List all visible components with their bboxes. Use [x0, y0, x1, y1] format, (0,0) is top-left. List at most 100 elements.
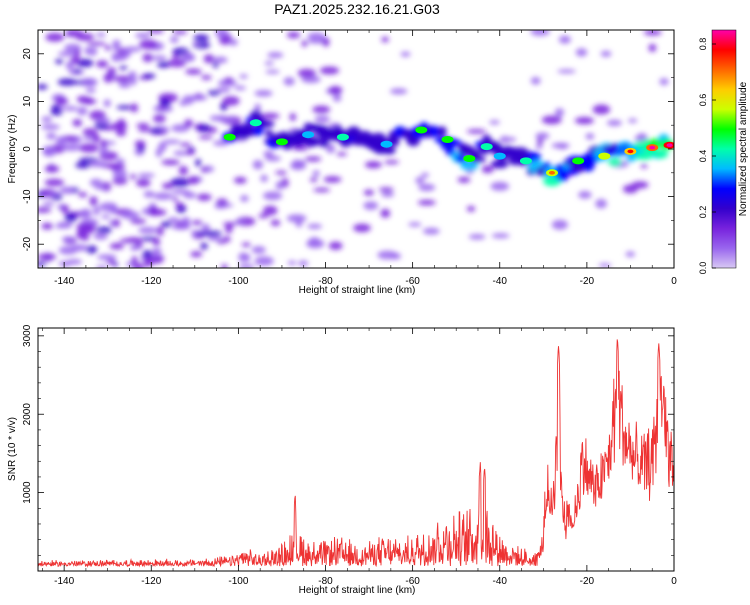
- heatmap-cell: [41, 222, 53, 230]
- spectrogram-axes: -140 -120 -100 -80 -60 -40 -20 0 20 10 0 -10 -20: [22, 29, 677, 287]
- heatmap-cell: [93, 206, 100, 216]
- heatmap-cell: [113, 55, 127, 61]
- heatmap-cell: [212, 62, 219, 68]
- heatmap-cell: [171, 124, 190, 133]
- snr-x-tick-label: -60: [405, 576, 420, 587]
- snr-frame: [37, 327, 675, 572]
- ridge-halo: [445, 144, 456, 156]
- heatmap-cell: [196, 231, 212, 236]
- heatmap-cell: [89, 196, 98, 207]
- heatmap-cell: [254, 103, 261, 113]
- heatmap-cell: [631, 181, 649, 189]
- heatmap-cell: [222, 236, 231, 243]
- ridge-halo: [491, 159, 509, 169]
- heatmap-cell: [153, 192, 173, 200]
- heatmap-cell: [353, 223, 371, 233]
- heatmap-cell: [225, 224, 233, 234]
- snr-y-tick-label: 1000: [22, 481, 33, 504]
- heatmap-cell: [152, 238, 161, 246]
- ridge-halo: [543, 176, 561, 187]
- heatmap-cell: [400, 51, 411, 57]
- spectrogram-y-tick-label: 0: [22, 146, 33, 152]
- heatmap-cell: [143, 190, 155, 198]
- heatmap-cell: [260, 174, 268, 182]
- heatmap-cell: [172, 54, 180, 59]
- heatmap-cell: [178, 165, 189, 176]
- heatmap-cell: [78, 227, 95, 235]
- heatmap-cell: [222, 222, 238, 226]
- heatmap-cell: [185, 54, 196, 62]
- heatmap-cell: [298, 159, 306, 168]
- heatmap-cell: [224, 77, 234, 83]
- heatmap-cell: [95, 226, 112, 233]
- ridge-core: [463, 155, 476, 162]
- heatmap-cell: [292, 159, 301, 169]
- heatmap-cell: [181, 216, 191, 226]
- heatmap-cell: [121, 211, 140, 220]
- heatmap-cell: [43, 148, 56, 157]
- heatmap-cell: [252, 159, 264, 170]
- spectrogram-x-tick-label: -140: [54, 276, 74, 287]
- colorbar-ticks: 0.0 0.2 0.4 0.6 0.8: [698, 38, 716, 274]
- figure-title: PAZ1.2025.232.16.21.G03: [274, 1, 440, 17]
- heatmap-cell: [489, 120, 500, 125]
- heatmap-cell: [86, 245, 98, 254]
- heatmap-cell: [55, 58, 64, 64]
- heatmap-cell: [200, 242, 208, 250]
- heatmap-cell: [309, 177, 318, 182]
- ridge-peak: [649, 145, 656, 150]
- heatmap-cell: [306, 239, 325, 249]
- heatmap-cell: [46, 132, 57, 140]
- heatmap-cell: [111, 121, 128, 131]
- heatmap-cell: [61, 236, 75, 243]
- heatmap-cell: [38, 84, 48, 90]
- heatmap-cell: [234, 85, 247, 91]
- heatmap-cell: [130, 245, 138, 251]
- heatmap-cell: [136, 178, 151, 187]
- colorbar-tick-label: 0.4: [698, 150, 708, 163]
- heatmap-cell: [595, 198, 607, 209]
- heatmap-cell: [93, 232, 108, 240]
- heatmap-cell: [574, 116, 595, 125]
- heatmap-cell: [97, 254, 117, 261]
- heatmap-cell: [236, 216, 256, 226]
- spectrogram-x-tick-label: -120: [141, 276, 161, 287]
- heatmap-cell: [637, 133, 647, 140]
- heatmap-cell: [535, 144, 543, 150]
- heatmap-cell: [82, 128, 98, 137]
- heatmap-cell: [134, 140, 146, 149]
- heatmap-cell: [87, 160, 107, 168]
- heatmap-cell: [137, 173, 155, 178]
- heatmap-cell: [87, 46, 98, 56]
- ridge-core: [302, 131, 315, 139]
- heatmap-cell: [74, 49, 81, 58]
- colorbar-label: Normalized spectral amplitude: [738, 81, 749, 216]
- heatmap-cell: [191, 220, 203, 226]
- heatmap-cell: [270, 219, 281, 226]
- ridge-halo: [455, 154, 467, 163]
- ridge-core: [415, 126, 428, 134]
- heatmap-cell: [578, 191, 592, 199]
- heatmap-cell: [75, 33, 95, 41]
- heatmap-cell: [38, 207, 52, 213]
- ridge-halo: [437, 126, 447, 137]
- heatmap-cell: [289, 113, 297, 122]
- heatmap-cell: [287, 260, 297, 266]
- heatmap-cell: [312, 170, 320, 177]
- heatmap-cell: [59, 186, 76, 194]
- heatmap-cell: [254, 90, 273, 97]
- heatmap-cell: [363, 189, 374, 196]
- heatmap-cell: [72, 119, 83, 127]
- heatmap-cell: [94, 185, 108, 190]
- heatmap-cell: [156, 226, 164, 236]
- heatmap-cell: [58, 260, 72, 267]
- heatmap-cell: [328, 241, 343, 250]
- heatmap-cell: [260, 112, 280, 120]
- heatmap-cell: [197, 124, 211, 133]
- heatmap-cell: [55, 96, 65, 104]
- heatmap-cell: [162, 139, 181, 145]
- heatmap-cell: [101, 214, 111, 219]
- colorbar-tick-label: 0.6: [698, 94, 708, 107]
- ridge-core: [275, 138, 288, 146]
- heatmap-cell: [50, 109, 63, 116]
